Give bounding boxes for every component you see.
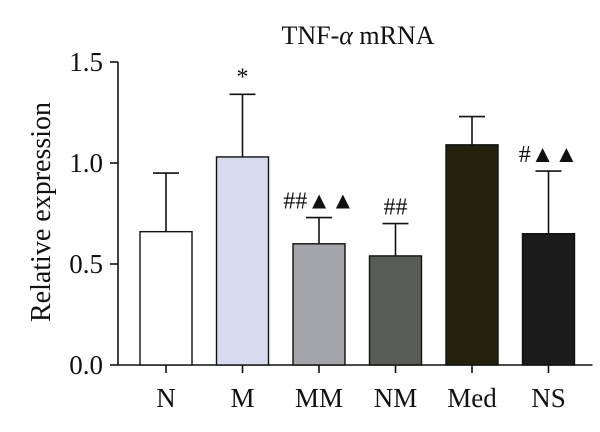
chart-title-suffix: mRNA <box>353 21 435 50</box>
bar-m <box>215 156 270 366</box>
bar-ns <box>521 232 576 366</box>
x-tick-label-ns: NS <box>531 383 566 413</box>
significance-label-mm: ##▲▲ <box>283 189 355 215</box>
y-tick-label: 0.5 <box>69 249 103 279</box>
x-tick-label-m: M <box>230 383 254 413</box>
chart-title-prefix: TNF- <box>281 21 339 50</box>
y-tick-label: 1.5 <box>69 47 103 77</box>
chart-title-alpha: α <box>339 21 354 50</box>
x-tick-label-mm: MM <box>295 383 343 413</box>
y-tick-label: 0.0 <box>69 350 103 380</box>
bar-med <box>445 144 499 366</box>
bar-n <box>139 230 193 366</box>
significance-label-ns: #▲▲ <box>519 142 579 168</box>
chart-title: TNF-α mRNA <box>281 21 434 50</box>
y-axis-label: Relative expression <box>26 102 57 322</box>
y-tick-label: 1.0 <box>69 148 103 178</box>
plot-area: 0.0 0.5 1.0 1.5 N * M ##▲▲ MM ## NM Med #▲▲ NS <box>69 47 593 413</box>
x-tick-label-nm: NM <box>374 383 418 413</box>
bar-mm <box>292 243 346 366</box>
bar-nm <box>368 255 423 366</box>
significance-label-nm: ## <box>384 195 408 221</box>
x-tick-label-n: N <box>156 383 176 413</box>
significance-label-m: * <box>237 64 249 90</box>
x-tick-label-med: Med <box>447 383 497 413</box>
svg-text:TNF-α mRNA: TNF-α mRNA <box>281 21 434 50</box>
